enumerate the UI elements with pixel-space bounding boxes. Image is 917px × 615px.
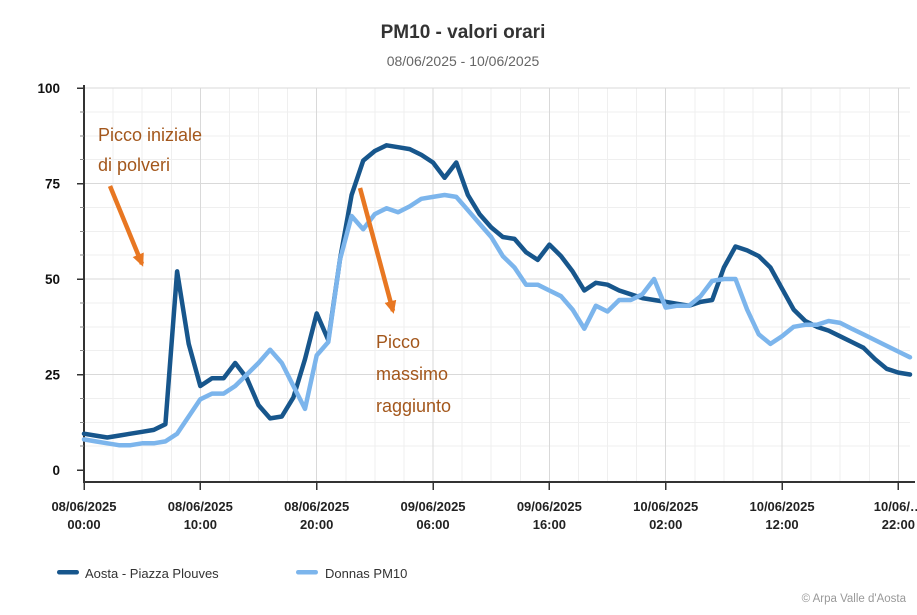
x-axis-label: 10/06/2025 12:00 bbox=[749, 499, 814, 532]
chart-title: PM10 - valori orari bbox=[381, 22, 546, 43]
y-axis-labels: 0 25 50 75 100 bbox=[37, 81, 60, 478]
legend-label-aosta[interactable]: Aosta - Piazza Plouves bbox=[85, 566, 219, 581]
series-line-donnas[interactable] bbox=[81, 192, 913, 448]
x-axis-label: 10/06/2025 02:00 bbox=[633, 499, 698, 532]
y-axis-label: 0 bbox=[52, 463, 60, 478]
legend-swatch-donnas bbox=[296, 570, 318, 575]
axes bbox=[77, 85, 915, 490]
y-axis-label: 50 bbox=[45, 272, 60, 287]
series-lines bbox=[81, 143, 913, 448]
legend-label-donnas[interactable]: Donnas PM10 bbox=[325, 566, 407, 581]
legend: Aosta - Piazza Plouves Donnas PM10 bbox=[57, 566, 407, 581]
y-axis-label: 75 bbox=[45, 177, 61, 192]
attribution: © Arpa Valle d'Aosta bbox=[802, 593, 907, 605]
gridlines-major bbox=[84, 87, 910, 482]
annotation-arrow-picco-massimo bbox=[357, 187, 397, 314]
annotations: Picco iniziale di polveri Picco massimo ragg… bbox=[98, 125, 451, 416]
y-axis-label: 100 bbox=[37, 81, 60, 96]
gridlines-minor bbox=[84, 88, 910, 482]
annotation-arrow-picco-iniziale bbox=[107, 185, 145, 267]
legend-item-donnas[interactable]: Donnas PM10 bbox=[296, 566, 407, 581]
x-axis-label: 08/06/2025 00:00 bbox=[51, 499, 116, 532]
x-axis-label: 10/06/…22:00 bbox=[874, 499, 917, 532]
annotation-text-picco-massimo: Picco massimo raggiunto bbox=[376, 332, 451, 416]
chart-subtitle: 08/06/2025 - 10/06/2025 bbox=[387, 53, 540, 69]
y-axis-label: 25 bbox=[45, 368, 61, 383]
x-axis-label: 09/06/2025 16:00 bbox=[517, 499, 582, 532]
annotation-text-picco-iniziale: Picco iniziale di polveri bbox=[98, 125, 202, 175]
series-line-aosta[interactable] bbox=[81, 143, 913, 440]
x-axis-label: 09/06/2025 06:00 bbox=[400, 499, 465, 532]
legend-swatch-aosta bbox=[57, 570, 79, 575]
legend-item-aosta[interactable]: Aosta - Piazza Plouves bbox=[57, 566, 219, 581]
x-axis-label: 08/06/2025 10:00 bbox=[168, 499, 233, 532]
x-axis-label: 08/06/2025 20:00 bbox=[284, 499, 349, 532]
x-axis-labels: 08/06/2025 00:00 08/06/2025 10:00 08/06/2025… bbox=[51, 499, 917, 532]
